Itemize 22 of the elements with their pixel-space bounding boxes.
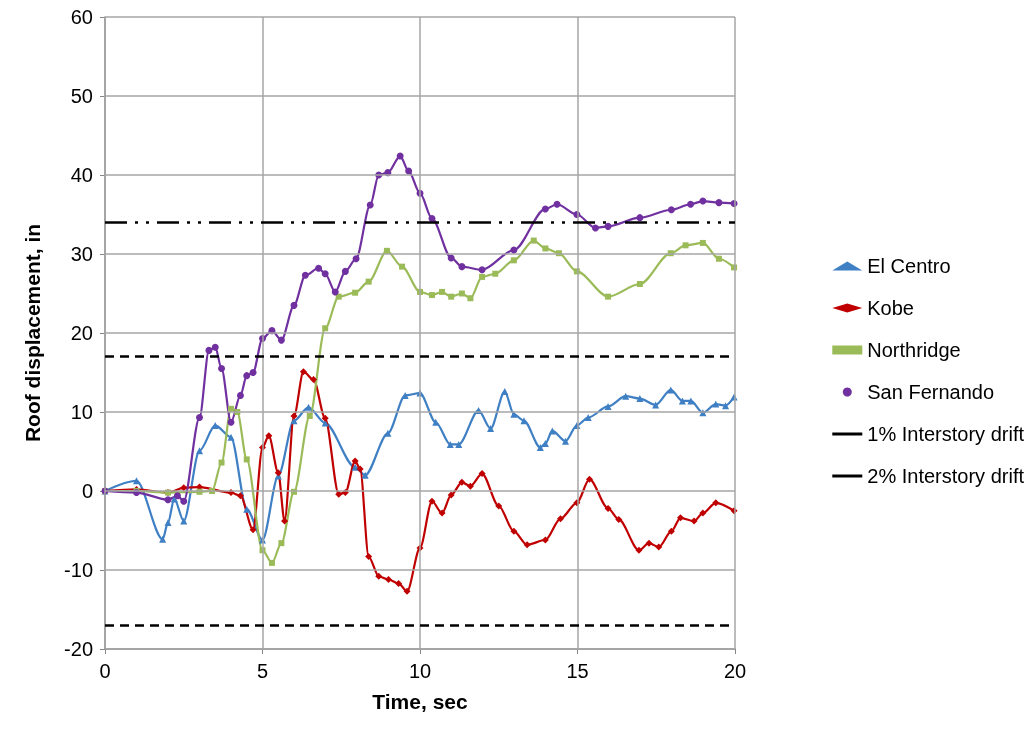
x-tick-label: 15 — [566, 660, 589, 682]
y-tick-label: 0 — [81, 480, 93, 502]
x-tick-label: 0 — [99, 660, 111, 682]
legend-label: Kobe — [867, 297, 914, 319]
legend-label: San Fernando — [867, 381, 995, 403]
x-tick-label: 5 — [256, 660, 269, 682]
y-tick-label: 30 — [70, 243, 93, 265]
legend-label: 1% Interstory drift — [867, 423, 1025, 445]
y-axis-title: Roof displacement, in — [21, 223, 44, 443]
y-tick-label: -10 — [64, 559, 93, 581]
y-tick-label: 40 — [70, 164, 93, 186]
legend-label: Northridge — [867, 339, 961, 361]
y-tick-label: 50 — [70, 85, 93, 107]
x-tick-label: 10 — [408, 660, 432, 682]
x-axis-title: Time, sec — [372, 690, 468, 713]
y-tick-label: 10 — [70, 401, 93, 423]
y-tick-label: 20 — [70, 322, 93, 344]
y-tick-label: 60 — [70, 6, 93, 28]
legend-label: El Centro — [867, 255, 951, 277]
x-tick-label: 20 — [723, 660, 747, 682]
legend-label: 2% Interstory drift — [867, 465, 1025, 487]
y-tick-label: -20 — [64, 638, 93, 660]
